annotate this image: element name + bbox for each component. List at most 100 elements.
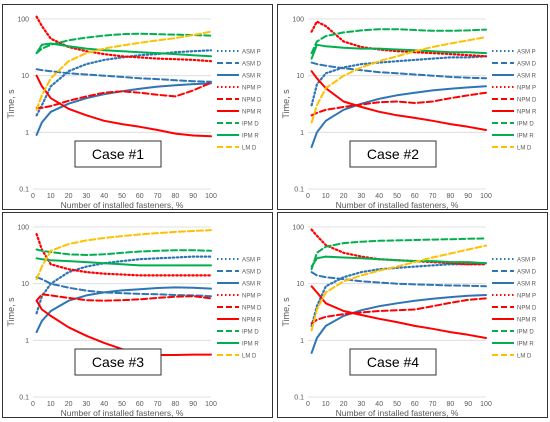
y-tick-label: 0.1 bbox=[294, 187, 304, 194]
y-tick-label: 100 bbox=[292, 17, 304, 24]
legend-label: NPM D bbox=[517, 98, 537, 104]
series-line bbox=[35, 293, 212, 302]
series-line bbox=[310, 297, 487, 325]
legend-label: NPM P bbox=[242, 86, 261, 92]
y-tick-label: 1 bbox=[25, 338, 29, 345]
legend-label: ASM D bbox=[242, 62, 262, 68]
y-tick-label: 1 bbox=[300, 130, 304, 137]
x-tick-label: 20 bbox=[65, 193, 73, 200]
legend-label: ASM D bbox=[242, 270, 262, 276]
x-tick-label: 30 bbox=[358, 401, 366, 408]
x-tick-label: 50 bbox=[118, 193, 126, 200]
x-tick-label: 100 bbox=[205, 401, 217, 408]
y-tick-label: 10 bbox=[296, 281, 304, 288]
series-line bbox=[310, 28, 487, 55]
x-tick-label: 60 bbox=[411, 193, 419, 200]
y-tick-label: 100 bbox=[17, 17, 29, 24]
y-tick-label: 100 bbox=[292, 225, 304, 232]
x-tick-label: 60 bbox=[411, 401, 419, 408]
series-line bbox=[35, 257, 212, 267]
x-tick-label: 0 bbox=[31, 401, 35, 408]
series-line bbox=[310, 237, 487, 271]
x-tick-label: 10 bbox=[322, 193, 330, 200]
legend-label: NPM R bbox=[517, 318, 537, 324]
x-tick-label: 100 bbox=[205, 193, 217, 200]
x-tick-label: 100 bbox=[480, 401, 492, 408]
x-tick-label: 10 bbox=[47, 193, 55, 200]
series-line bbox=[35, 30, 212, 111]
case-label-box bbox=[74, 140, 162, 168]
y-tick-label: 1 bbox=[300, 338, 304, 345]
y-tick-label: 0.1 bbox=[19, 395, 29, 402]
x-tick-label: 10 bbox=[322, 401, 330, 408]
series-line bbox=[310, 43, 487, 60]
x-tick-label: 70 bbox=[154, 193, 162, 200]
series-line bbox=[310, 285, 487, 339]
y-axis-label: Time, s bbox=[281, 89, 291, 119]
x-tick-label: 0 bbox=[306, 401, 310, 408]
x-tick-label: 40 bbox=[375, 401, 383, 408]
legend-label: NPM P bbox=[517, 294, 536, 300]
series-line bbox=[310, 20, 488, 58]
legend-label: IPM R bbox=[242, 134, 259, 140]
series-line bbox=[310, 36, 487, 124]
series-line bbox=[310, 61, 487, 80]
case-label: Case #1 bbox=[92, 146, 144, 162]
x-tick-label: 80 bbox=[172, 193, 180, 200]
x-tick-label: 20 bbox=[65, 401, 73, 408]
x-tick-label: 0 bbox=[306, 193, 310, 200]
legend-label: LM D bbox=[242, 354, 257, 360]
case-label-box bbox=[74, 348, 162, 376]
legend-label: ASM R bbox=[517, 282, 537, 288]
legend-label: IPM R bbox=[517, 134, 534, 140]
y-axis-label: Time, s bbox=[6, 297, 16, 327]
legend-label: IPM R bbox=[517, 342, 534, 348]
x-tick-label: 80 bbox=[172, 401, 180, 408]
series-line bbox=[35, 42, 212, 58]
series-line bbox=[310, 55, 488, 107]
x-tick-label: 60 bbox=[136, 401, 144, 408]
legend-label: ASM P bbox=[242, 258, 261, 264]
x-axis-label: Number of installed fasteners, % bbox=[336, 200, 459, 209]
series-line bbox=[310, 255, 487, 268]
legend-label: IPM R bbox=[242, 342, 259, 348]
y-tick-label: 1 bbox=[25, 130, 29, 137]
x-tick-label: 80 bbox=[447, 401, 455, 408]
series-line bbox=[35, 286, 212, 334]
legend-label: IPM D bbox=[242, 122, 259, 128]
y-tick-label: 100 bbox=[17, 225, 29, 232]
legend-label: NPM R bbox=[517, 110, 537, 116]
x-tick-label: 20 bbox=[340, 193, 348, 200]
x-tick-label: 40 bbox=[100, 401, 108, 408]
x-tick-label: 0 bbox=[31, 193, 35, 200]
x-tick-label: 90 bbox=[189, 401, 197, 408]
chart-svg: 0.1 1 10 100 0 10 20 30 40 50 60 70 80 90 100 Number of… bbox=[6, 15, 262, 209]
legend-label: ASM P bbox=[517, 50, 536, 56]
y-tick-label: 10 bbox=[21, 281, 29, 288]
series-line bbox=[35, 248, 212, 256]
x-tick-label: 90 bbox=[189, 193, 197, 200]
series-line bbox=[35, 233, 213, 277]
y-axis-label: Time, s bbox=[6, 89, 16, 119]
y-axis-label: Time, s bbox=[281, 297, 291, 327]
chart-panel-case-4: 0.1 1 10 100 0 10 20 30 40 50 60 70 80 90 100 Number of… bbox=[277, 212, 548, 418]
x-tick-label: 70 bbox=[429, 401, 437, 408]
y-tick-label: 10 bbox=[296, 73, 304, 80]
x-tick-label: 10 bbox=[47, 401, 55, 408]
chart-svg: 0.1 1 10 100 0 10 20 30 40 50 60 70 80 90 100 Number of… bbox=[281, 17, 537, 210]
x-tick-label: 50 bbox=[118, 401, 126, 408]
x-tick-label: 90 bbox=[464, 193, 472, 200]
legend-label: LM D bbox=[517, 146, 532, 152]
x-tick-label: 50 bbox=[393, 193, 401, 200]
case-label-box bbox=[349, 348, 437, 376]
x-tick-label: 30 bbox=[83, 193, 91, 200]
legend-label: IPM D bbox=[242, 330, 259, 336]
series-line bbox=[310, 70, 487, 131]
chart-panel-case-3: 0.1 1 10 100 0 10 20 30 40 50 60 70 80 90 100 Number of… bbox=[2, 212, 273, 418]
legend-label: NPM R bbox=[242, 318, 262, 324]
legend-label: ASM P bbox=[242, 50, 261, 56]
x-tick-label: 30 bbox=[83, 401, 91, 408]
legend-label: ASM P bbox=[517, 258, 536, 264]
x-tick-label: 50 bbox=[393, 401, 401, 408]
series-line bbox=[310, 85, 487, 148]
